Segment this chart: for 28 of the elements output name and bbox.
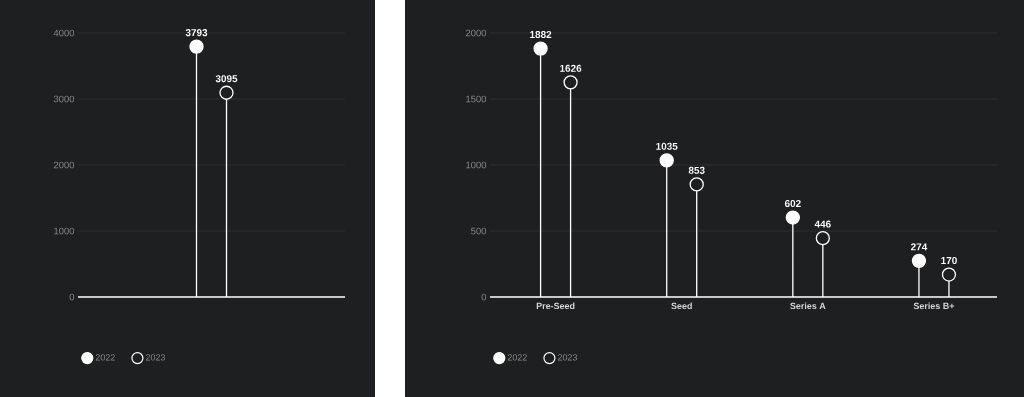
data-label: 3793 (185, 29, 208, 37)
data-label: 1882 (530, 31, 552, 39)
y-tick-label: 2000 (53, 161, 75, 169)
legend-label: 2023 (557, 354, 578, 361)
data-label: 1626 (560, 64, 582, 72)
y-tick-label: 4000 (53, 29, 75, 37)
data-label: 1035 (656, 142, 678, 150)
x-tick-label: Pre-Seed (536, 302, 575, 310)
data-label: 853 (688, 166, 705, 174)
legend-label: 2022 (95, 354, 115, 361)
y-tick-label: 3000 (53, 95, 75, 103)
x-tick-label: Series B+ (913, 302, 955, 310)
y-tick-label: 1000 (466, 161, 487, 169)
data-label: 170 (941, 256, 957, 265)
data-label: 602 (784, 199, 801, 208)
y-tick-label: 1500 (466, 95, 487, 103)
x-tick-label: Seed (671, 302, 692, 310)
y-tick-label: 0 (481, 293, 487, 301)
y-tick-label: 0 (69, 293, 75, 301)
y-tick-label: 1000 (54, 227, 75, 235)
legend-label: 2023 (145, 354, 166, 361)
y-tick-label: 500 (471, 227, 487, 235)
legend-label: 2022 (507, 354, 527, 361)
y-tick-label: 2000 (465, 29, 487, 37)
data-label: 3095 (215, 75, 238, 83)
data-label: 274 (910, 243, 928, 251)
data-label: 446 (814, 220, 831, 228)
x-tick-label: Series A (790, 302, 826, 310)
